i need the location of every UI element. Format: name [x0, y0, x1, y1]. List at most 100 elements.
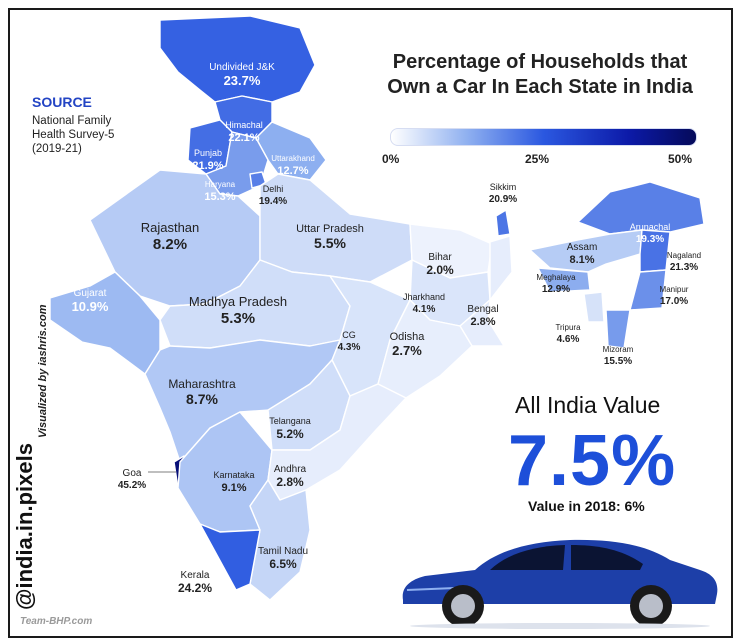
state-value-meghalaya: 12.9%: [542, 284, 570, 295]
state-name-goa: Goa: [123, 468, 142, 479]
state-value-sikkim: 20.9%: [489, 194, 517, 205]
title-line-2: Own a Car In Each State in India: [387, 76, 693, 98]
state-value-madhya-pradesh: 5.3%: [221, 310, 255, 327]
state-region-manipur: [629, 269, 667, 311]
state-region-bengal: [459, 235, 513, 347]
state-label-cg: CG 4.3%: [338, 330, 361, 353]
car-window-front: [490, 545, 565, 570]
state-label-haryana: Haryana 15.3%: [204, 180, 235, 203]
state-name-telangana: Telangana: [269, 416, 311, 426]
legend-mid-label: 25%: [525, 152, 550, 166]
state-value-mizoram: 15.5%: [604, 356, 632, 367]
state-value-himachal: 22.1%: [228, 132, 259, 144]
car-body: [402, 539, 718, 604]
legend-max-label: 50%: [668, 152, 693, 166]
state-label-nagaland: Nagaland 21.3%: [667, 251, 701, 273]
state-region-tripura: [583, 291, 605, 323]
state-label-karnataka: Karnataka 9.1%: [213, 470, 254, 494]
state-label-meghalaya: Meghalaya 12.9%: [536, 273, 576, 295]
state-label-undivided-jandk: Undivided J&K23.7%: [209, 62, 275, 88]
title-line-1: Percentage of Households that: [392, 51, 688, 73]
chart-title: Percentage of Households that Own a Car …: [350, 50, 730, 100]
state-label-manipur: Manipur 17.0%: [660, 285, 689, 307]
infographic-frame: Undivided J&K 23.7% Himachal 22.1% Punjab 21.…: [8, 8, 733, 638]
state-name-himachal: Himachal: [225, 120, 263, 130]
state-region-sikkim: [495, 209, 511, 237]
watermark: Team-BHP.com: [20, 616, 93, 627]
state-value-bihar: 2.0%: [426, 263, 454, 277]
state-name-kerala: Kerala: [181, 570, 210, 581]
state-value-goa: 45.2%: [118, 480, 146, 491]
state-value-delhi: 19.4%: [259, 196, 287, 207]
state-value-tripura: 4.6%: [557, 334, 580, 345]
source-line-2: Health Survey-5: [32, 129, 115, 141]
state-name-nagaland: Nagaland: [667, 251, 701, 260]
state-value-tamil-nadu: 6.5%: [269, 557, 297, 571]
state-label-sikkim: Sikkim 20.9%: [489, 182, 517, 205]
state-value-nagaland: 21.3%: [670, 262, 698, 273]
state-name-uttar-pradesh: Uttar Pradesh: [296, 223, 364, 235]
state-value-arunachal: 19.3%: [636, 234, 664, 245]
state-value-maharashtra: 8.7%: [186, 391, 218, 407]
state-name-assam: Assam: [567, 242, 598, 253]
state-value-telangana: 5.2%: [276, 427, 304, 441]
state-name-jharkhand: Jharkhand: [403, 292, 445, 302]
state-value-cg: 4.3%: [338, 342, 361, 353]
state-value-bengal: 2.8%: [470, 316, 495, 328]
state-name-gujarat: Gujarat: [74, 288, 107, 299]
state-value-punjab: 21.9%: [192, 160, 223, 172]
state-region-uttar-pradesh: [259, 173, 413, 283]
state-label-delhi: Delhi 19.4%: [259, 184, 287, 207]
state-region-undivided-jandk: [159, 15, 316, 103]
state-label-punjab: Punjab 21.9%: [192, 148, 223, 172]
source-line-3: (2019-21): [32, 143, 82, 155]
car-shadow: [410, 623, 710, 629]
car-illustration: [402, 539, 718, 629]
state-region-kerala: [199, 523, 261, 591]
car-highlight: [406, 587, 456, 591]
state-value-undivided-jandk: 23.7%: [224, 73, 261, 88]
state-label-himachal: Himachal 22.1%: [225, 120, 263, 144]
state-name-meghalaya: Meghalaya: [536, 273, 576, 282]
state-name-rajasthan: Rajasthan: [141, 220, 200, 235]
state-region-odisha: [377, 299, 473, 399]
state-region-mizoram: [605, 309, 631, 349]
state-value-jharkhand: 4.1%: [413, 304, 436, 315]
state-region-meghalaya: [537, 267, 591, 293]
state-value-karnataka: 9.1%: [221, 482, 246, 494]
state-value-rajasthan: 8.2%: [153, 236, 187, 253]
state-name-punjab: Punjab: [194, 148, 222, 158]
state-value-haryana: 15.3%: [204, 191, 235, 203]
state-name-andhra: Andhra: [274, 464, 307, 475]
legend-color-scale: [390, 128, 697, 146]
car-front-rim: [451, 594, 475, 618]
all-india-value: 7.5%: [508, 421, 677, 501]
state-value-kerala: 24.2%: [178, 581, 212, 595]
state-name-odisha: Odisha: [390, 331, 426, 343]
state-name-tripura: Tripura: [555, 323, 581, 332]
state-name-manipur: Manipur: [660, 285, 689, 294]
state-name-maharashtra: Maharashtra: [168, 377, 236, 391]
legend-min-label: 0%: [382, 152, 400, 166]
state-value-odisha: 2.7%: [392, 343, 422, 358]
source-line-1: National Family: [32, 115, 112, 127]
state-label-jharkhand: Jharkhand 4.1%: [403, 292, 445, 315]
credit-visualized-by: Visualized by iashris.com: [37, 304, 49, 438]
state-name-arunachal: Arunachal: [630, 222, 671, 232]
state-name-delhi: Delhi: [263, 184, 284, 194]
state-label-arunachal: Arunachal 19.3%: [630, 222, 671, 245]
source-heading: SOURCE: [32, 94, 92, 110]
state-label-uttarakhand: Uttarakhand 12.7%: [271, 154, 315, 177]
state-value-manipur: 17.0%: [660, 296, 688, 307]
